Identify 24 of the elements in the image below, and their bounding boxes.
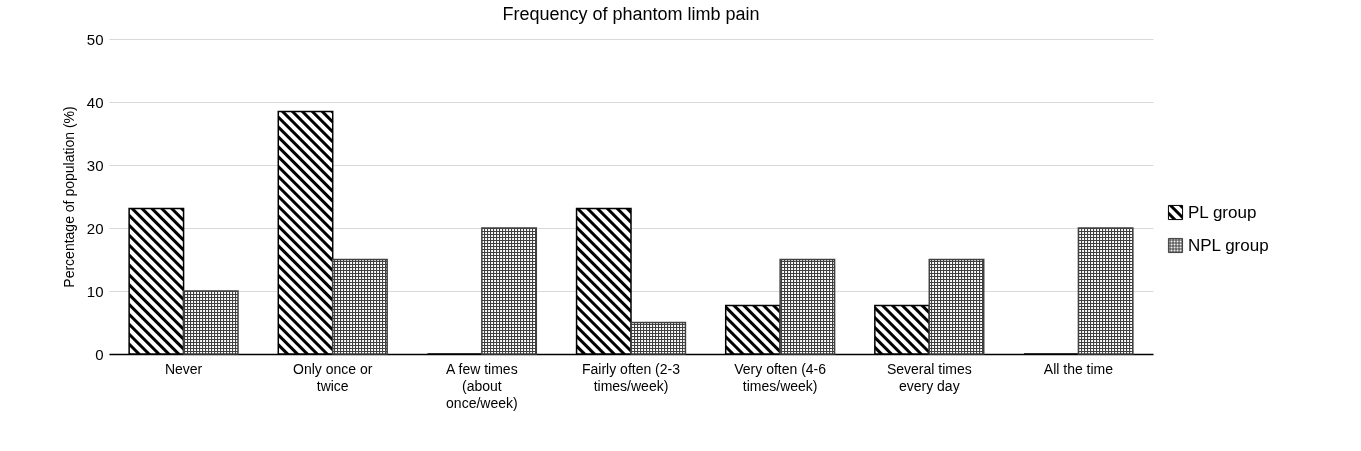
y-tick-label: 40 bbox=[86, 93, 104, 111]
x-tick-label: A few times (about once/week) bbox=[446, 360, 518, 411]
y-tick-label: 20 bbox=[86, 219, 104, 237]
y-tick-label: 50 bbox=[86, 30, 104, 48]
bar bbox=[928, 258, 985, 355]
y-tick-label: 30 bbox=[86, 156, 104, 174]
legend-label: NPL group bbox=[1188, 235, 1269, 255]
y-tick-label: 0 bbox=[95, 345, 104, 363]
chart-title: Frequency of phantom limb pain bbox=[502, 4, 760, 24]
bar bbox=[779, 258, 836, 355]
bar bbox=[331, 258, 388, 355]
bar bbox=[481, 227, 538, 355]
bar bbox=[182, 290, 239, 355]
x-tick-label: Very often (4-6 times/week) bbox=[734, 360, 827, 394]
x-tick-label: Never bbox=[164, 360, 203, 377]
x-tick-label: Several times every day bbox=[886, 360, 972, 394]
x-tick-label: Fairly often (2-3 times/week) bbox=[581, 360, 681, 394]
y-tick-label: 10 bbox=[86, 282, 104, 300]
legend-label: PL group bbox=[1188, 202, 1257, 222]
y-axis-title: Percentage of population (%) bbox=[60, 106, 77, 288]
x-tick-label: All the time bbox=[1043, 360, 1114, 377]
x-tick-label: Only once or twice bbox=[293, 360, 373, 394]
bar bbox=[1077, 227, 1134, 355]
bar bbox=[630, 321, 687, 355]
